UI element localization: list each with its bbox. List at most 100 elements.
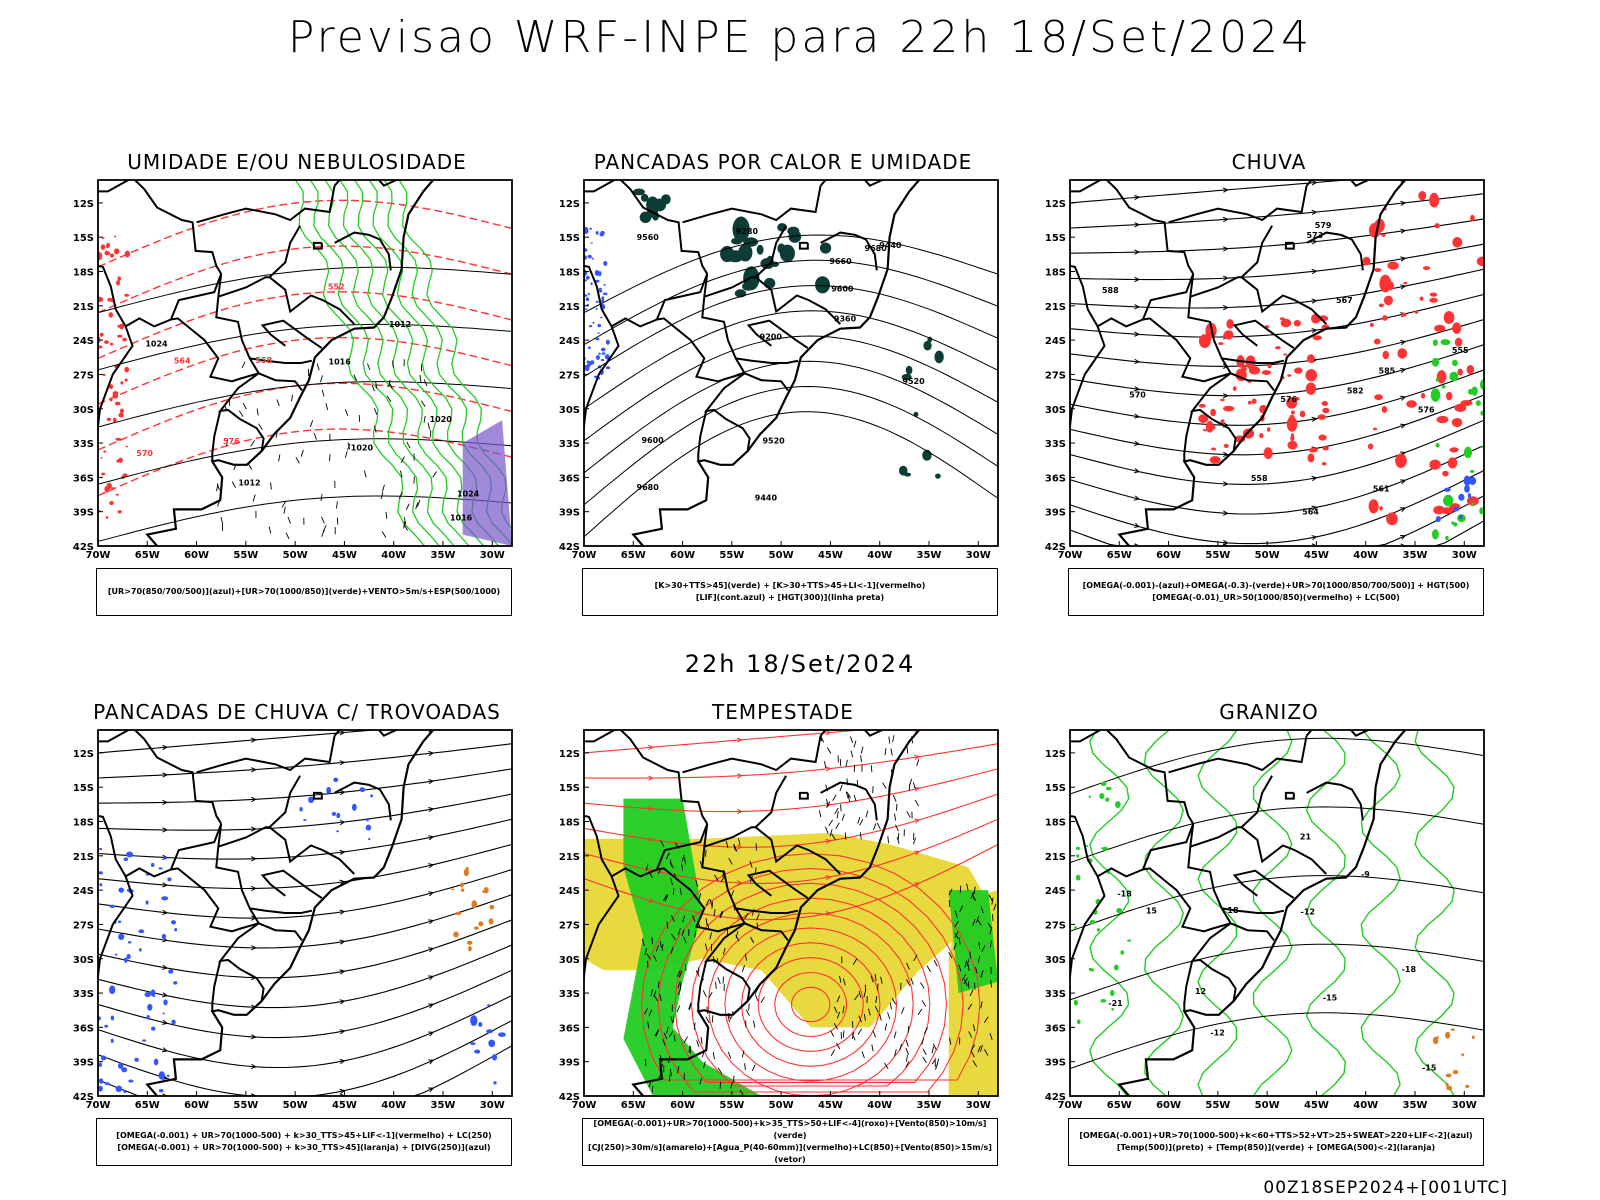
field-blob [123,857,129,862]
field-blob [478,921,484,927]
wind-vector [663,1032,668,1040]
field-blob [1318,434,1327,441]
wind-vector [989,927,993,935]
border-line [98,180,223,275]
streamline-arrow [1134,358,1141,365]
lon-label: 70W [86,550,111,561]
lat-label: 42S [73,542,94,553]
wind-vector [653,990,657,998]
wind-vector [875,995,878,1004]
wind-vector [926,965,931,972]
field-blob [595,300,599,303]
field-blob [1453,506,1460,512]
lon-label: 45W [818,1100,843,1111]
map-content [98,730,512,1096]
field-blob [126,953,131,960]
field-blob [591,257,594,260]
field-blob [161,933,167,939]
wind-vector [889,1002,892,1010]
wind-vector [682,915,686,923]
field-blob [106,482,112,490]
wind-vector [961,974,967,981]
field-blob [1202,428,1208,432]
streamline-arrow [1222,451,1229,458]
field-blob [102,373,106,377]
field-blob [1287,374,1292,377]
wind-vector [834,807,839,815]
field-blob [599,232,604,237]
field-blob [1432,339,1438,347]
field-blob [104,340,109,344]
streamline [740,942,881,1067]
field-blob [1401,312,1407,317]
streamline-arrow [914,730,921,733]
contour-label: 9520 [762,436,785,445]
field-blob [1465,1084,1470,1089]
field-blob [1379,274,1392,293]
wind-vector [839,975,842,983]
border-line [1232,319,1295,349]
lon-label: 50W [1255,550,1280,561]
lon-label: 55W [719,550,744,561]
wind-vector [671,933,676,941]
streamline-arrow [1311,180,1318,186]
field-blob [1100,998,1107,1003]
contour-label: 12 [1195,987,1206,996]
border-line [170,273,261,383]
field-blob [1310,313,1321,324]
streamline-arrow [339,939,346,945]
lon-label: 60W [184,1100,209,1111]
humidity-contour [294,180,426,546]
field-blob [1085,844,1089,848]
wind-vector [363,470,367,478]
lon-label: 35W [917,550,942,561]
border-line [268,826,356,875]
wind-vector [651,1085,654,1093]
field-blob [98,296,104,303]
field-blob [1429,297,1438,303]
streamline-arrow [1134,495,1141,501]
streamline-arrow [736,737,743,743]
wind-vector [696,1040,700,1048]
contour-label: 576 [1280,395,1297,404]
streamline-arrow [648,775,655,781]
wind-vector [905,1039,909,1047]
lat-label: 30S [73,405,94,416]
streamline-arrow [1311,535,1318,541]
wind-vector [901,1007,905,1014]
wind-vector [884,1023,888,1031]
field-blob [162,1012,165,1015]
contour-label: 9600 [641,436,664,445]
field-blob [731,237,743,245]
wind-vector [373,425,377,433]
wind-vector [745,1009,750,1017]
border-line [735,357,799,364]
wind-vector [923,1027,928,1034]
wind-vector [647,1021,650,1029]
wind-vector [406,441,411,449]
field-blob [1374,267,1382,273]
streamline-arrow [162,827,169,833]
wind-vector [973,886,976,894]
wind-vector [977,919,982,926]
contour-label: 9280 [736,227,759,236]
wind-vector [972,894,977,902]
border-line [1284,791,1295,800]
wind-vector [914,799,919,807]
field-blob [598,271,602,277]
streamline-arrow [1400,180,1407,183]
streamline-arrow [339,849,346,855]
wind-vector [386,395,392,402]
lon-label: 45W [332,550,357,561]
wind-vector [727,1051,732,1059]
contour-label: 18 [1227,906,1239,915]
field-blob [584,226,589,235]
wind-vector [336,517,339,525]
field-blob [1290,433,1295,437]
lat-label: 30S [73,955,94,966]
field-blob [1223,405,1235,412]
wind-vector [852,958,858,965]
shaded-area [462,420,512,546]
contour-label: 1020 [430,415,453,424]
wind-vector [895,824,899,832]
